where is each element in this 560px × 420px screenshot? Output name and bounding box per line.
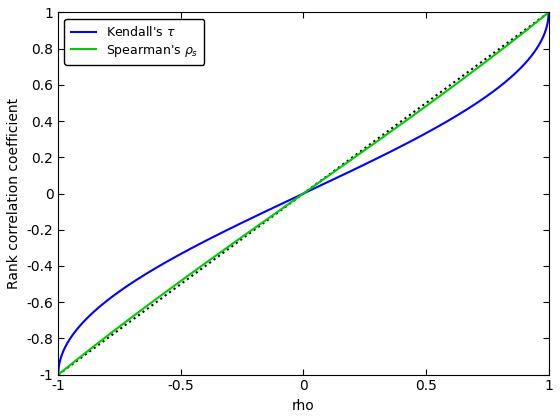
Spearman's $\rho_s$ bbox=[281, 205, 287, 210]
Kendall's $\tau$ bbox=[80, 320, 87, 325]
Legend: Kendall's $\tau$, Spearman's $\rho_s$: Kendall's $\tau$, Spearman's $\rho_s$ bbox=[64, 19, 204, 65]
X-axis label: rho: rho bbox=[292, 399, 315, 413]
Spearman's $\rho_s$ bbox=[55, 372, 62, 377]
Kendall's $\tau$ bbox=[441, 121, 447, 126]
Line: Kendall's $\tau$: Kendall's $\tau$ bbox=[58, 13, 549, 375]
Spearman's $\rho_s$ bbox=[531, 21, 538, 26]
Kendall's $\tau$ bbox=[531, 50, 538, 55]
Spearman's $\rho_s$ bbox=[80, 352, 87, 357]
Kendall's $\tau$ bbox=[281, 200, 287, 205]
Spearman's $\rho_s$ bbox=[293, 196, 300, 201]
Kendall's $\tau$ bbox=[545, 10, 552, 15]
Kendall's $\tau$ bbox=[531, 50, 538, 55]
Y-axis label: Rank correlation coefficient: Rank correlation coefficient bbox=[7, 98, 21, 289]
Kendall's $\tau$ bbox=[293, 194, 300, 199]
Line: Spearman's $\rho_s$: Spearman's $\rho_s$ bbox=[58, 13, 549, 375]
Spearman's $\rho_s$ bbox=[441, 90, 447, 95]
Kendall's $\tau$ bbox=[55, 372, 62, 377]
Spearman's $\rho_s$ bbox=[545, 10, 552, 15]
Spearman's $\rho_s$ bbox=[531, 21, 538, 26]
